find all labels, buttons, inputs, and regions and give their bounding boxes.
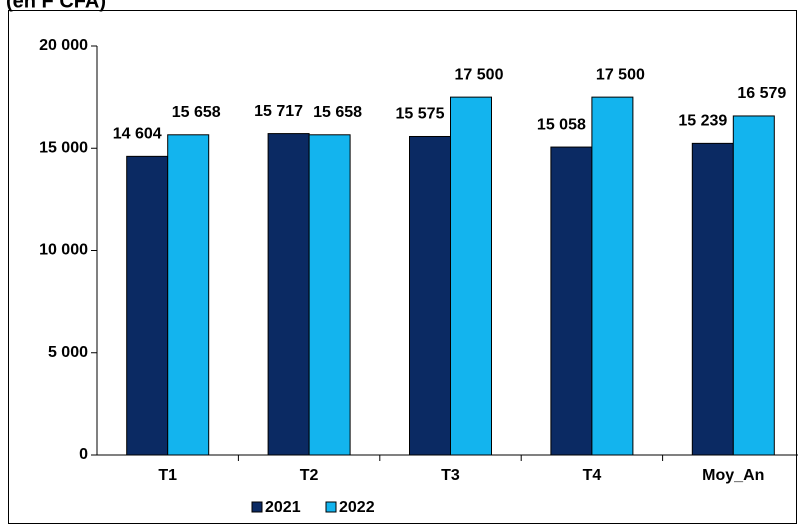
bar bbox=[409, 135, 451, 456]
x-tick-label: T3 bbox=[441, 467, 460, 484]
y-tick-label: 15 000 bbox=[39, 139, 88, 156]
y-tick-label: 20 000 bbox=[39, 37, 88, 54]
bar bbox=[591, 96, 634, 456]
x-tick-label: Moy_An bbox=[702, 467, 764, 484]
data-label: 14 604 bbox=[113, 126, 162, 143]
data-label: 17 500 bbox=[596, 66, 645, 83]
y-tick-label: 5 000 bbox=[48, 344, 88, 361]
bar bbox=[450, 96, 492, 456]
data-label: 15 239 bbox=[678, 113, 727, 130]
data-label: 17 500 bbox=[455, 66, 504, 83]
legend-swatch bbox=[325, 501, 337, 513]
y-tick-label: 0 bbox=[79, 446, 88, 463]
data-label: 15 658 bbox=[172, 104, 221, 121]
chart-title: (en F CFA) bbox=[6, 0, 106, 12]
data-label: 15 575 bbox=[396, 106, 445, 123]
x-tick-label: T1 bbox=[158, 467, 177, 484]
bar bbox=[267, 133, 310, 456]
data-label: 15 717 bbox=[254, 103, 303, 120]
x-tick-label: T2 bbox=[300, 467, 319, 484]
legend-swatch bbox=[251, 501, 263, 513]
legend-label: 2021 bbox=[265, 499, 301, 516]
bar bbox=[550, 146, 593, 456]
bar bbox=[126, 155, 169, 456]
data-label: 15 658 bbox=[313, 104, 362, 121]
bar bbox=[308, 134, 351, 456]
bar bbox=[691, 142, 734, 456]
bar bbox=[167, 134, 210, 456]
data-label: 15 058 bbox=[537, 116, 586, 133]
bar bbox=[732, 115, 775, 456]
y-tick-label: 10 000 bbox=[39, 242, 88, 259]
legend-label: 2022 bbox=[339, 499, 375, 516]
x-tick-label: T4 bbox=[583, 467, 602, 484]
data-label: 16 579 bbox=[737, 85, 786, 102]
